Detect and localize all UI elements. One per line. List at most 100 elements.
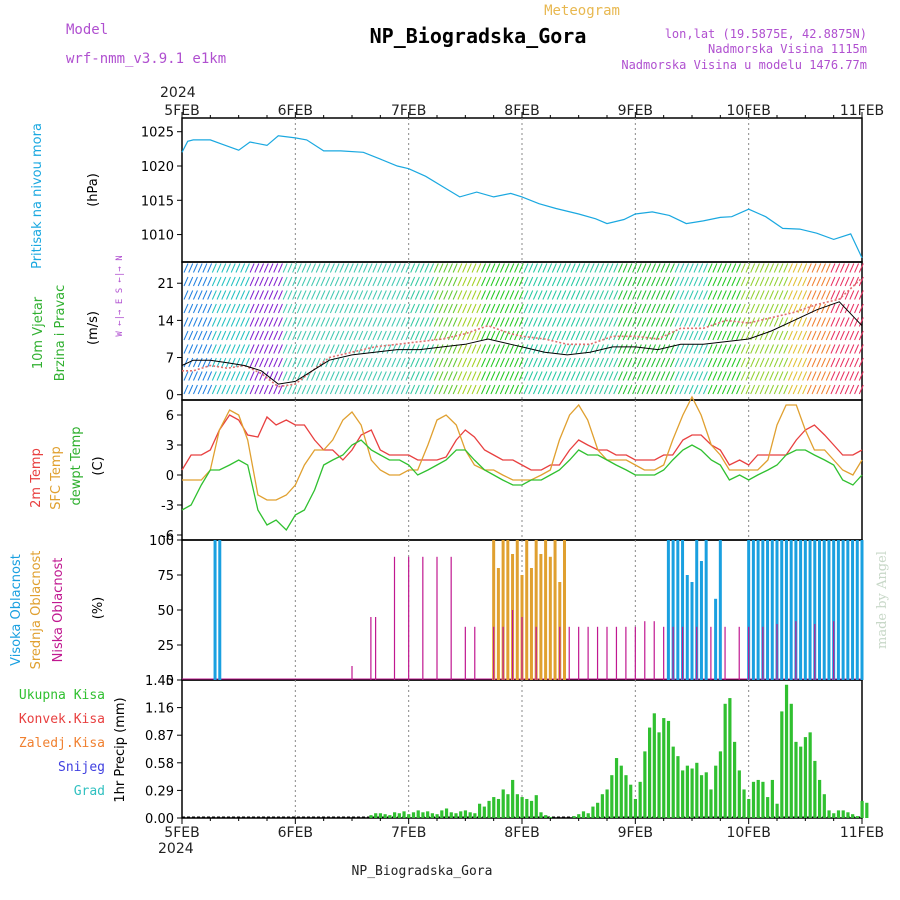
cloud-bar [663,626,665,680]
pressure-label: Pritisak na nivou mora [30,123,45,269]
cloud-bar [685,575,689,680]
wind-barb [641,276,647,287]
wind-barb [556,303,562,314]
wind-barb [372,303,378,314]
wind-barb [726,384,732,395]
wind-barb [396,303,401,314]
wind-barb [452,384,458,395]
cloud-bar [681,626,684,680]
cloud-bar [501,540,505,680]
wind-barb [792,276,798,287]
wind-barb [282,303,288,314]
precip-bar [733,741,737,818]
wind-barb [414,384,420,395]
wind-barb [688,344,694,354]
wind-barb [532,290,538,300]
wind-barb [447,330,453,341]
wind-barb [339,344,345,354]
wind-barb [325,344,331,354]
wind-barb [509,357,515,368]
cloud-bar [666,540,670,680]
wind-barb [854,330,860,341]
wind-barb [693,317,699,327]
wind-barb [207,317,213,327]
wind-barb [419,371,425,381]
cloud-label-high: Visoka Oblacnost [9,554,24,666]
wind-barb [745,384,751,395]
wind-barb [438,330,444,341]
wind-barb [613,357,619,368]
wind-barb [514,317,520,327]
cloud-bar [690,582,694,680]
wind-barb [542,384,548,395]
wind-barb [584,317,590,327]
wind-barb [830,303,836,314]
wind-barb [240,330,246,341]
wind-barb [348,371,354,381]
wind-barb [712,317,718,327]
wind-barb [481,330,486,341]
wind-barb [537,384,543,395]
wind-barb [528,384,534,395]
wind-barb [561,263,567,273]
wind-barb [509,384,515,395]
wind-barb [759,317,765,327]
wind-barb [816,357,822,368]
wind-barb [712,384,718,395]
wind-barb [731,276,737,287]
wind-barb [476,276,482,287]
wind-barb [594,384,600,395]
wind-barb [277,357,283,368]
precip-bar [784,684,789,818]
wind-barb [287,330,293,341]
wind-barb [769,317,775,327]
wind-barb [518,344,524,354]
wind-barb [566,330,571,341]
wind-barb [636,330,642,341]
wind-barb [566,290,571,300]
wind-barb [490,357,496,368]
wind-barb [221,371,227,381]
top-tick-label: 6FEB [278,103,313,119]
wind-barb [830,263,836,273]
wind-barb [698,276,704,287]
precip-bars [182,684,869,818]
precip-legend-item: Ukupna Kisa [19,688,105,703]
precip-bar [539,812,543,818]
wind-barb [825,344,831,354]
cloud-bar [699,561,703,680]
wind-barb [429,303,435,314]
cloud-bar [747,540,751,680]
wind-barb [778,317,784,327]
cloud-bars [182,540,864,680]
wind-barb [698,317,704,327]
wind-barb [462,330,468,341]
wind-barb [547,276,553,287]
wind-barb [296,303,302,314]
wind-barb [292,303,298,314]
wind-barb [537,344,543,354]
precip-bar [770,779,774,818]
wind-barb [684,371,690,381]
cloud-bar [695,540,699,680]
wind-barb [816,276,822,287]
wind-barb [835,317,841,327]
wind-barb [797,317,803,327]
wind-barb [183,344,189,354]
cloud-bar [696,626,698,680]
wind-barb [731,344,737,354]
wind-barb [518,303,524,314]
wind-barb [499,344,505,354]
precip-bar [794,741,798,818]
wind-barb [811,371,817,381]
wind-barb [499,317,505,327]
wind-barb [334,344,340,354]
wind-barb [287,263,293,273]
wind-barb [358,330,364,341]
wind-barb [731,384,737,395]
wind-barb [584,263,590,273]
wind-barb [646,317,652,327]
precip-bar [525,798,529,818]
wind-barb [311,317,316,327]
wind-barb [802,371,808,381]
